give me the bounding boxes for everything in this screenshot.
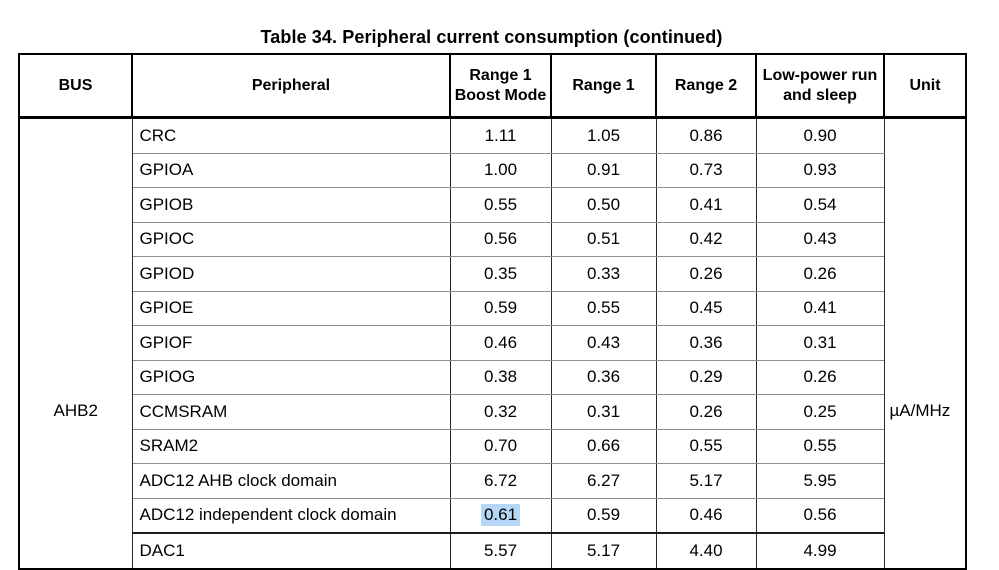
header-peripheral: Peripheral xyxy=(131,53,451,119)
range1-boost-value-cell: 0.55 xyxy=(449,187,552,223)
peripheral-name-cell: SRAM2 xyxy=(131,428,451,464)
range2-value-cell: 0.29 xyxy=(655,359,757,395)
range2-value-cell: 0.55 xyxy=(655,428,757,464)
range2-value-cell: 0.86 xyxy=(655,117,757,154)
lowpower-value-cell: 0.43 xyxy=(755,221,885,257)
header-range2: Range 2 xyxy=(655,53,757,119)
lowpower-value-cell: 0.31 xyxy=(755,325,885,361)
unit-label: µA/MHz xyxy=(889,401,951,420)
peripheral-name-cell: CCMSRAM xyxy=(131,394,451,430)
selected-text[interactable]: 0.61 xyxy=(480,504,521,527)
peripheral-name-cell: GPIOB xyxy=(131,187,451,223)
header-lowpower: Low-power run and sleep xyxy=(755,53,885,119)
range1-value-cell: 0.36 xyxy=(550,359,657,395)
table-header-row: BUS Peripheral Range 1 Boost Mode Range … xyxy=(18,53,967,119)
lowpower-value-cell: 0.54 xyxy=(755,187,885,223)
range1-value-cell: 1.05 xyxy=(550,117,657,154)
peripheral-name-cell: GPIOF xyxy=(131,325,451,361)
bus-merged-cell: AHB2 xyxy=(18,117,133,569)
header-bus: BUS xyxy=(18,53,133,119)
range2-value-cell: 0.46 xyxy=(655,497,757,534)
table-title: Table 34. Peripheral current consumption… xyxy=(260,27,723,47)
lowpower-value-cell: 0.26 xyxy=(755,359,885,395)
range1-value-cell: 0.91 xyxy=(550,152,657,188)
range1-boost-value-cell: 0.32 xyxy=(449,394,552,430)
table-row: SRAM2 0.70 0.66 0.55 0.55 xyxy=(19,428,966,464)
range2-value-cell: 0.36 xyxy=(655,325,757,361)
range1-boost-value-cell: 1.11 xyxy=(449,117,552,154)
lowpower-value-cell: 0.90 xyxy=(755,117,885,154)
range1-boost-value-cell: 0.35 xyxy=(449,256,552,292)
range2-value-cell: 0.73 xyxy=(655,152,757,188)
header-range1: Range 1 xyxy=(550,53,657,119)
table-row: GPIOC 0.56 0.51 0.42 0.43 xyxy=(19,221,966,257)
range1-value-cell: 0.51 xyxy=(550,221,657,257)
range1-value-cell: 0.33 xyxy=(550,256,657,292)
peripheral-current-consumption-table: BUS Peripheral Range 1 Boost Mode Range … xyxy=(18,53,967,570)
range1-boost-value-cell: 0.61 xyxy=(449,497,552,534)
header-unit: Unit xyxy=(883,53,967,119)
table-row: GPIOE 0.59 0.55 0.45 0.41 xyxy=(19,290,966,326)
table-row: GPIOG 0.38 0.36 0.29 0.26 xyxy=(19,359,966,395)
table-row: ADC12 independent clock domain 0.61 0.59 0.… xyxy=(19,497,966,534)
range1-value-cell: 0.66 xyxy=(550,428,657,464)
peripheral-name-cell: GPIOA xyxy=(131,152,451,188)
table-row: GPIOD 0.35 0.33 0.26 0.26 xyxy=(19,256,966,292)
lowpower-value-cell: 0.25 xyxy=(755,394,885,430)
table-row: DAC1 5.57 5.17 4.40 4.99 xyxy=(19,532,966,569)
lowpower-value-cell: 0.56 xyxy=(755,497,885,534)
bus-label: AHB2 xyxy=(53,401,98,420)
range1-boost-value-cell: 0.56 xyxy=(449,221,552,257)
lowpower-value-cell: 0.41 xyxy=(755,290,885,326)
table-row: AHB2 CRC 1.11 1.05 0.86 0.90 µA/MHz xyxy=(18,117,967,569)
range1-boost-value-cell: 0.38 xyxy=(449,359,552,395)
lowpower-value-cell: 0.93 xyxy=(755,152,885,188)
table-row: GPIOA 1.00 0.91 0.73 0.93 xyxy=(19,152,966,188)
table-row: GPIOB 0.55 0.50 0.41 0.54 xyxy=(19,187,966,223)
peripheral-name-cell: GPIOE xyxy=(131,290,451,326)
peripheral-name-cell: DAC1 xyxy=(131,532,451,569)
range1-boost-value-cell: 0.46 xyxy=(449,325,552,361)
range2-value-cell: 5.17 xyxy=(655,463,757,499)
peripheral-name-cell: CRC xyxy=(131,117,451,154)
range2-value-cell: 0.26 xyxy=(655,394,757,430)
range1-value-cell: 5.17 xyxy=(550,532,657,569)
unit-merged-cell: µA/MHz xyxy=(883,117,967,569)
lowpower-value-cell: 0.55 xyxy=(755,428,885,464)
range1-boost-value-cell: 5.57 xyxy=(449,532,552,569)
lowpower-value-cell: 4.99 xyxy=(755,532,885,569)
range1-boost-value-cell: 6.72 xyxy=(449,463,552,499)
peripheral-name-cell: GPIOC xyxy=(131,221,451,257)
peripheral-name-cell: ADC12 AHB clock domain xyxy=(131,463,451,499)
table-body: AHB2 CRC 1.11 1.05 0.86 0.90 µA/MHz GPIOA 1.00 0.… xyxy=(18,117,967,569)
peripheral-name-cell: GPIOG xyxy=(131,359,451,395)
range2-value-cell: 4.40 xyxy=(655,532,757,569)
lowpower-value-cell: 0.26 xyxy=(755,256,885,292)
lowpower-value-cell: 5.95 xyxy=(755,463,885,499)
table-row: GPIOF 0.46 0.43 0.36 0.31 xyxy=(19,325,966,361)
table-row: ADC12 AHB clock domain 6.72 6.27 5.17 5.95 xyxy=(19,463,966,499)
range1-value-cell: 6.27 xyxy=(550,463,657,499)
range1-boost-value-cell: 0.59 xyxy=(449,290,552,326)
range2-value-cell: 0.41 xyxy=(655,187,757,223)
range2-value-cell: 0.42 xyxy=(655,221,757,257)
range1-boost-value-cell: 1.00 xyxy=(449,152,552,188)
peripheral-name-cell: GPIOD xyxy=(131,256,451,292)
range2-value-cell: 0.45 xyxy=(655,290,757,326)
header-range1-boost: Range 1 Boost Mode xyxy=(449,53,552,119)
range2-value-cell: 0.26 xyxy=(655,256,757,292)
range1-value-cell: 0.43 xyxy=(550,325,657,361)
table-row: CCMSRAM 0.32 0.31 0.26 0.25 xyxy=(19,394,966,430)
range1-value-cell: 0.55 xyxy=(550,290,657,326)
range1-value-cell: 0.31 xyxy=(550,394,657,430)
range1-value-cell: 0.50 xyxy=(550,187,657,223)
peripheral-name-cell: ADC12 independent clock domain xyxy=(131,497,451,534)
range1-boost-value-cell: 0.70 xyxy=(449,428,552,464)
range1-value-cell: 0.59 xyxy=(550,497,657,534)
